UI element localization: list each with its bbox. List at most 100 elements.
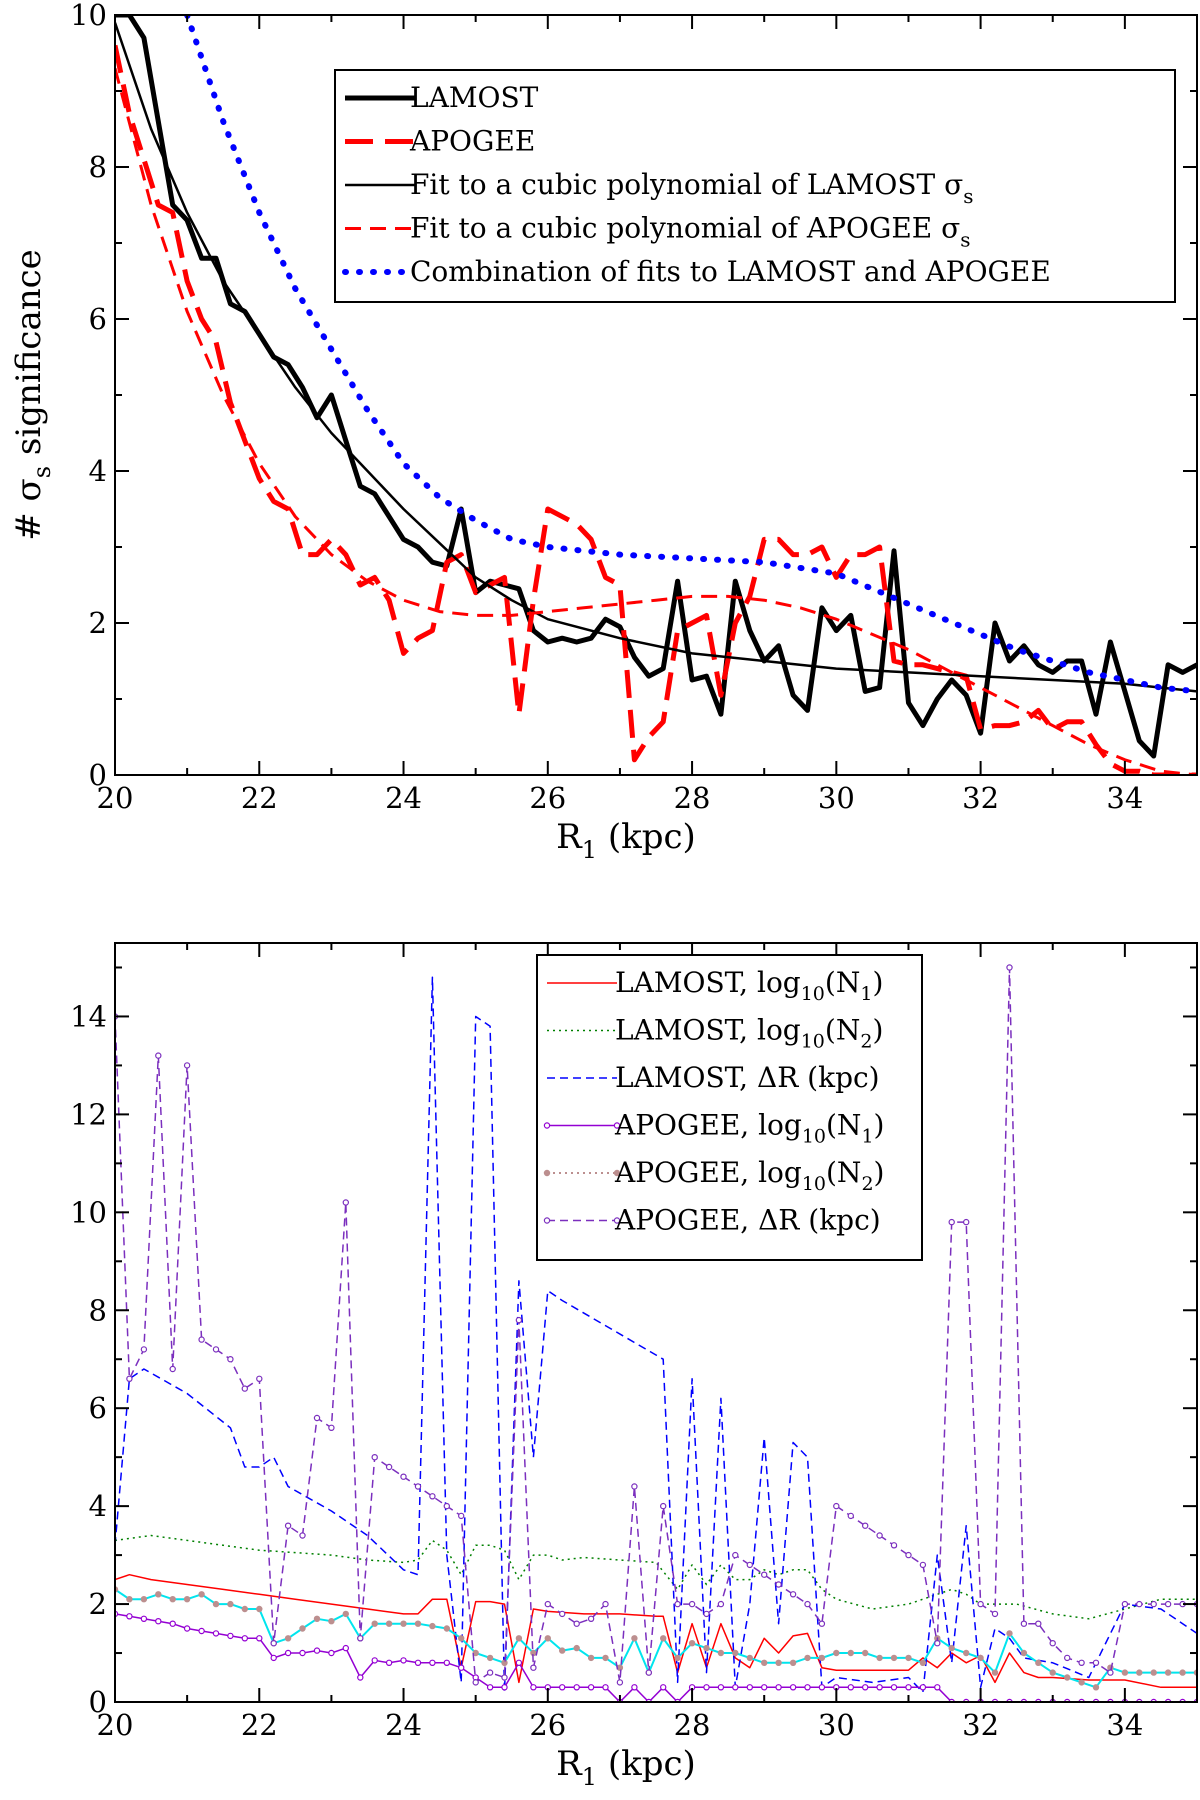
legend-label-2: LAMOST, ΔR (kpc) bbox=[615, 1061, 880, 1094]
series-group bbox=[115, 15, 1197, 775]
y-axis-label: # σs significance bbox=[9, 249, 56, 541]
series-5-point bbox=[746, 1561, 754, 1569]
series-4-point bbox=[400, 1620, 407, 1627]
series-5-point bbox=[818, 1620, 826, 1627]
series-4-point bbox=[602, 1654, 609, 1662]
series-5-point bbox=[155, 1052, 162, 1059]
series-3-point bbox=[270, 1654, 277, 1662]
series-5-point bbox=[227, 1355, 234, 1363]
legend-label-5: APOGEE, ΔR (kpc) bbox=[614, 1204, 881, 1237]
series-4-point bbox=[1092, 1684, 1100, 1691]
series-3-point bbox=[198, 1627, 205, 1635]
series-5-point bbox=[688, 1600, 696, 1608]
series-5-point bbox=[804, 1600, 811, 1608]
series-line-4 bbox=[115, 1588, 1197, 1689]
y-tick-label: 0 bbox=[89, 758, 107, 792]
series-5-point bbox=[530, 1664, 537, 1671]
legend-label-0: LAMOST bbox=[410, 81, 539, 114]
series-5-point bbox=[414, 1483, 422, 1490]
legend-marker-4 bbox=[613, 1169, 621, 1177]
y-tick-label: 0 bbox=[89, 1685, 107, 1719]
series-5-point bbox=[573, 1620, 580, 1627]
x-tick-label: 30 bbox=[818, 1708, 855, 1742]
series-3-point bbox=[746, 1684, 754, 1691]
y-tick-label: 4 bbox=[89, 1489, 107, 1523]
legend-label-3: APOGEE, log10(N1) bbox=[614, 1109, 884, 1148]
series-5-point bbox=[833, 1502, 840, 1510]
series-3-point bbox=[313, 1647, 321, 1654]
series-5-point bbox=[977, 1600, 984, 1608]
series-3-point bbox=[371, 1657, 378, 1664]
series-5-point bbox=[905, 1551, 912, 1559]
series-3-point bbox=[602, 1684, 609, 1691]
series-4-point bbox=[256, 1605, 263, 1613]
series-5-point bbox=[1121, 1600, 1129, 1608]
x-tick-label: 20 bbox=[97, 1708, 134, 1742]
series-3-point bbox=[183, 1625, 191, 1632]
series-4-point bbox=[443, 1625, 450, 1632]
series-5-point bbox=[270, 1639, 277, 1647]
series-5-point bbox=[616, 1679, 624, 1686]
series-3-point bbox=[775, 1684, 782, 1691]
x-tick-label: 26 bbox=[529, 1708, 566, 1742]
series-3-point bbox=[429, 1659, 436, 1667]
x-tick-label: 24 bbox=[385, 1708, 422, 1742]
series-3-point bbox=[212, 1630, 220, 1637]
x-tick-label: 22 bbox=[241, 1708, 278, 1742]
series-3-point bbox=[919, 1684, 927, 1691]
series-5-point bbox=[256, 1375, 263, 1383]
series-5-point bbox=[443, 1502, 450, 1510]
legend-label-4: APOGEE, log10(N2) bbox=[614, 1156, 884, 1195]
series-4-point bbox=[818, 1654, 826, 1662]
x-tick-label: 32 bbox=[962, 781, 999, 815]
series-4-point bbox=[169, 1595, 176, 1603]
legend-label-4: Combination of fits to LAMOST and APOGEE bbox=[410, 255, 1051, 288]
series-5-point bbox=[472, 1679, 479, 1686]
series-5-point bbox=[1006, 964, 1013, 971]
series-4-point bbox=[616, 1664, 624, 1671]
series-4-point bbox=[761, 1659, 768, 1667]
y-tick-label: 4 bbox=[89, 454, 107, 488]
series-5-point bbox=[429, 1493, 436, 1500]
legend-label-1: LAMOST, log10(N2) bbox=[615, 1014, 883, 1053]
x-tick-label: 24 bbox=[385, 781, 422, 815]
series-line-3 bbox=[115, 1613, 1197, 1702]
series-4-point bbox=[429, 1622, 436, 1630]
series-3-point bbox=[631, 1684, 638, 1691]
series-5-point bbox=[544, 1600, 552, 1608]
series-3-point bbox=[501, 1684, 508, 1691]
series-5-point bbox=[385, 1463, 393, 1471]
x-tick-label: 32 bbox=[962, 1708, 999, 1742]
y-tick-label: 14 bbox=[70, 999, 107, 1033]
legend-marker-3 bbox=[613, 1122, 621, 1129]
series-4-point bbox=[227, 1600, 234, 1608]
series-5-point bbox=[1020, 1620, 1028, 1627]
series-5-point bbox=[1063, 1654, 1071, 1662]
series-5-point bbox=[299, 1532, 306, 1539]
series-5-point bbox=[371, 1453, 378, 1461]
legend-label-1: APOGEE bbox=[409, 125, 535, 158]
series-3-point bbox=[905, 1684, 912, 1691]
series-4-point bbox=[515, 1635, 523, 1642]
series-4-point bbox=[919, 1659, 927, 1667]
series-3-point bbox=[385, 1659, 393, 1667]
y-tick-label: 2 bbox=[89, 1587, 107, 1621]
series-4-point bbox=[948, 1644, 955, 1652]
series-3-point bbox=[458, 1664, 465, 1671]
x-tick-label: 34 bbox=[1106, 1708, 1143, 1742]
series-5-point bbox=[1107, 1669, 1114, 1676]
series-5-point bbox=[934, 1639, 941, 1647]
series-3-point bbox=[876, 1684, 883, 1691]
x-tick-label: 26 bbox=[529, 781, 566, 815]
series-4-point bbox=[775, 1659, 782, 1667]
series-line-4 bbox=[184, 15, 1197, 695]
series-4-point bbox=[1150, 1669, 1157, 1676]
series-3-point bbox=[559, 1684, 566, 1691]
series-5-point bbox=[212, 1346, 220, 1353]
series-5-point bbox=[559, 1610, 566, 1618]
series-5-point bbox=[501, 1674, 508, 1681]
series-4-point bbox=[660, 1635, 667, 1642]
x-tick-label: 28 bbox=[674, 1708, 711, 1742]
series-5-point bbox=[602, 1600, 609, 1608]
